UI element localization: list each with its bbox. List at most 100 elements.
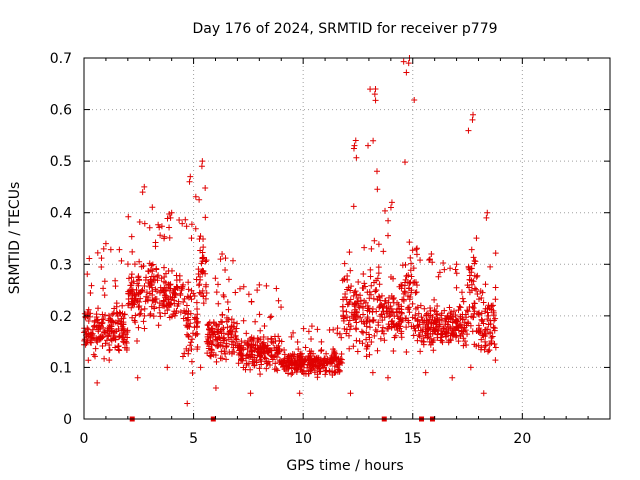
data-point [293, 359, 300, 366]
data-point [366, 308, 373, 315]
data-point [196, 235, 203, 242]
data-point [135, 304, 142, 311]
data-point [167, 214, 174, 221]
data-point [410, 332, 417, 339]
data-point [167, 293, 174, 300]
data-point [249, 337, 256, 344]
data-point [347, 296, 354, 303]
data-point [453, 261, 460, 268]
data-point [407, 279, 414, 286]
data-point [281, 347, 288, 354]
data-point [456, 303, 463, 310]
data-point [274, 367, 281, 374]
data-point [175, 300, 182, 307]
y-tick-labels: 0 0.1 0.2 0.3 0.4 0.5 0.6 0.7 [50, 51, 72, 428]
data-point [257, 356, 264, 363]
data-point [94, 379, 101, 386]
data-point [254, 338, 261, 345]
data-point [131, 297, 138, 304]
data-point [401, 282, 408, 289]
data-point [146, 224, 153, 231]
data-point [382, 207, 389, 214]
data-point [370, 295, 377, 302]
data-point [394, 327, 401, 334]
data-point [427, 304, 434, 311]
data-point [459, 324, 466, 331]
data-point [176, 272, 183, 279]
data-point [305, 352, 312, 359]
data-point [275, 297, 282, 304]
data-point [161, 278, 168, 285]
data-point [352, 137, 359, 144]
data-point [100, 285, 107, 292]
data-points [81, 55, 499, 407]
data-point [480, 299, 487, 306]
data-point [297, 350, 304, 357]
data-point [148, 262, 155, 269]
y-tick-label: 0.2 [50, 309, 72, 325]
data-point [187, 173, 194, 180]
data-point [440, 260, 447, 267]
data-point [84, 325, 91, 332]
data-point [161, 298, 168, 305]
y-tick-label: 0.7 [50, 51, 72, 67]
data-point [176, 216, 183, 223]
data-point [256, 281, 263, 288]
data-point [166, 314, 173, 321]
data-point [351, 289, 358, 296]
data-point [441, 307, 448, 314]
data-point [317, 368, 324, 375]
data-point [398, 310, 405, 317]
data-point [110, 335, 117, 342]
data-point [116, 333, 123, 340]
data-point [296, 390, 303, 397]
data-point [179, 220, 186, 227]
data-point [379, 324, 386, 331]
data-point [136, 258, 143, 265]
data-point [380, 248, 387, 255]
data-point [141, 312, 148, 319]
data-point [308, 335, 315, 342]
data-point [359, 303, 366, 310]
data-point [318, 338, 325, 345]
data-point [139, 189, 146, 196]
data-point [428, 335, 435, 342]
data-point [355, 294, 362, 301]
data-point [453, 284, 460, 291]
data-point [253, 359, 260, 366]
data-point [447, 265, 454, 272]
data-point [161, 233, 168, 240]
data-point [438, 310, 445, 317]
data-point [305, 368, 312, 375]
data-point [102, 340, 109, 347]
data-point [130, 299, 137, 306]
data-point [310, 350, 317, 357]
data-point [185, 279, 192, 286]
data-point [361, 283, 368, 290]
data-point [435, 327, 442, 334]
data-point [112, 277, 119, 284]
data-point [235, 360, 242, 367]
data-point [381, 300, 388, 307]
data-point [363, 336, 370, 343]
data-point [134, 280, 141, 287]
data-point [261, 354, 268, 361]
data-point [204, 340, 211, 347]
data-point [200, 254, 207, 261]
data-point [87, 289, 94, 296]
data-point [413, 282, 420, 289]
data-point [152, 243, 159, 250]
data-point [305, 328, 312, 335]
data-point [164, 215, 171, 222]
data-point [173, 283, 180, 290]
data-point [141, 325, 148, 332]
data-point [372, 287, 379, 294]
data-point [362, 299, 369, 306]
data-point [490, 324, 497, 331]
data-point [160, 287, 167, 294]
data-point [161, 288, 168, 295]
data-point [215, 300, 222, 307]
data-point [439, 339, 446, 346]
data-point [185, 333, 192, 340]
data-point [404, 293, 411, 300]
